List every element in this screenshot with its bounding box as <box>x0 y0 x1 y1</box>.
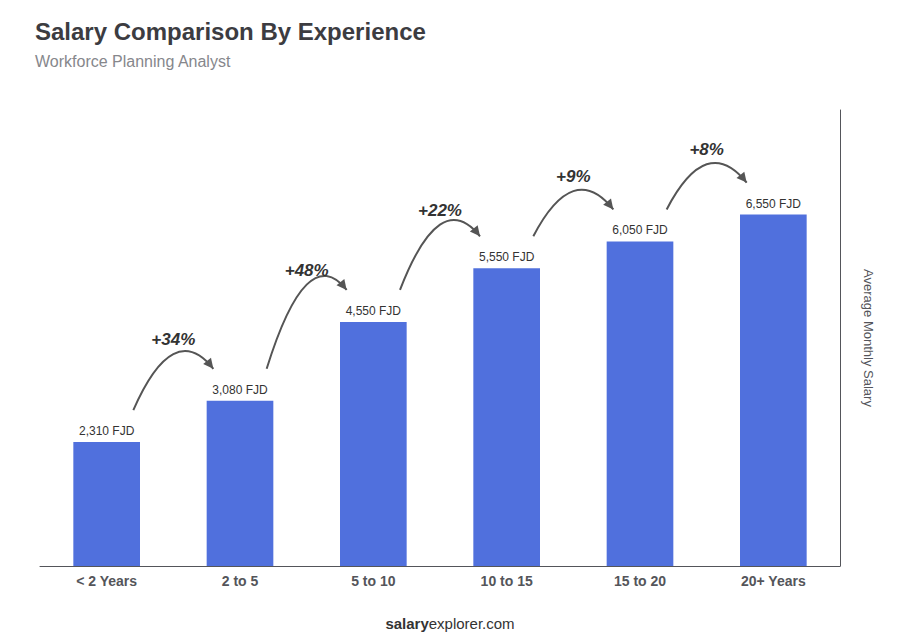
svg-text:20+ Years: 20+ Years <box>741 573 806 589</box>
svg-text:5,550 FJD: 5,550 FJD <box>479 250 535 264</box>
svg-text:4,550 FJD: 4,550 FJD <box>346 304 402 318</box>
svg-text:+8%: +8% <box>689 140 724 159</box>
svg-text:+34%: +34% <box>151 330 195 349</box>
svg-text:3,080 FJD: 3,080 FJD <box>212 383 268 397</box>
svg-text:5 to 10: 5 to 10 <box>351 573 396 589</box>
svg-text:+48%: +48% <box>285 261 329 280</box>
svg-text:+22%: +22% <box>418 201 462 220</box>
svg-text:6,550 FJD: 6,550 FJD <box>746 197 802 211</box>
svg-text:15 to 20: 15 to 20 <box>614 573 666 589</box>
svg-text:+9%: +9% <box>556 167 591 186</box>
svg-text:6,050 FJD: 6,050 FJD <box>612 223 668 237</box>
svg-text:Salary Comparison By Experienc: Salary Comparison By Experience <box>35 18 426 45</box>
svg-text:explorer.com: explorer.com <box>429 615 515 632</box>
svg-text:salary: salary <box>385 615 429 632</box>
svg-text:Average Monthly Salary: Average Monthly Salary <box>861 269 876 407</box>
svg-text:2,310 FJD: 2,310 FJD <box>79 424 135 438</box>
svg-text:2 to 5: 2 to 5 <box>222 573 259 589</box>
svg-text:Workforce Planning Analyst: Workforce Planning Analyst <box>35 53 231 70</box>
svg-text:10 to 15: 10 to 15 <box>481 573 533 589</box>
svg-text:< 2 Years: < 2 Years <box>76 573 137 589</box>
